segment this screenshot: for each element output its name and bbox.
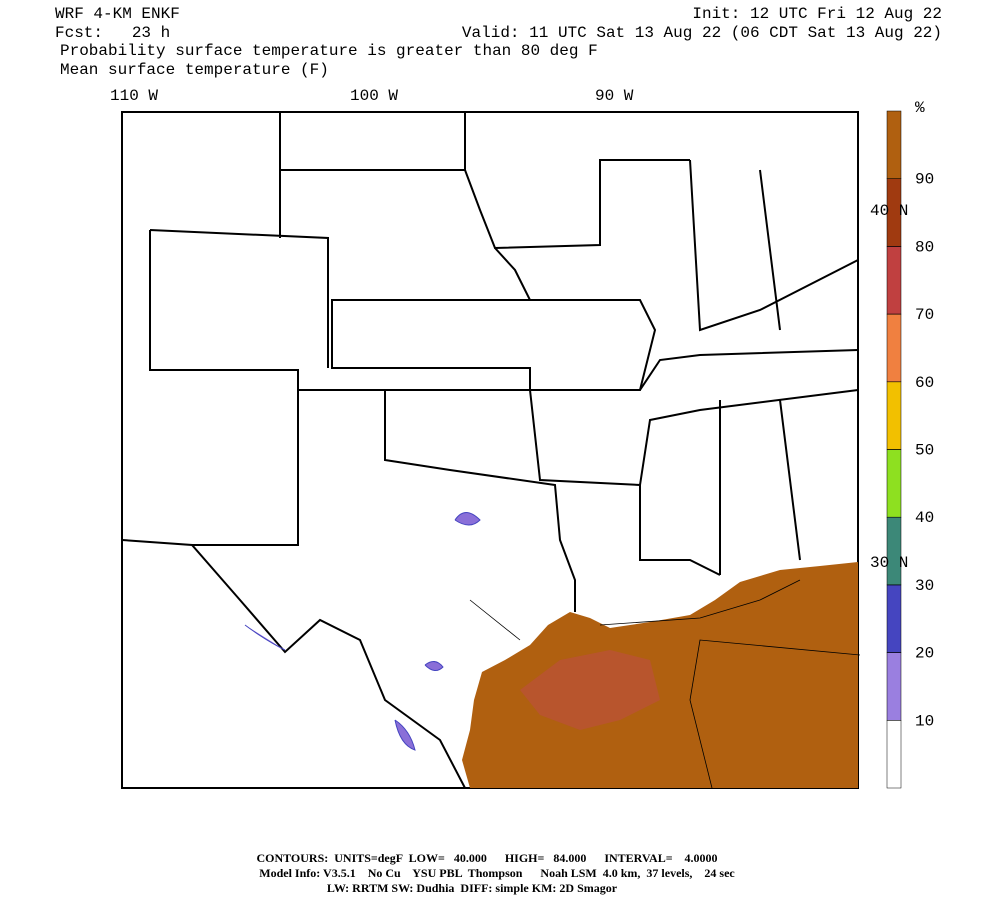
model-title: WRF 4-KM ENKF xyxy=(55,5,180,23)
footer-line: LW: RRTM SW: Dudhia DIFF: simple KM: 2D … xyxy=(327,881,618,895)
latitude-label: 30 N xyxy=(870,554,908,572)
colorbar-segment xyxy=(886,652,902,721)
field-title: Probability surface temperature is great… xyxy=(60,42,598,60)
map xyxy=(121,111,861,789)
valid-time: Valid: 11 UTC Sat 13 Aug 22 (06 CDT Sat … xyxy=(462,24,942,42)
colorbar-segment xyxy=(886,110,902,179)
colorbar-tick-label: 80 xyxy=(915,238,934,256)
colorbar-tick-label: 40 xyxy=(915,509,934,527)
colorbar-segment xyxy=(886,313,902,383)
colorbar-segment xyxy=(886,584,902,653)
colorbar-tick-label: 90 xyxy=(915,171,934,189)
state-lines xyxy=(192,247,576,612)
gulf-high-probability xyxy=(520,650,660,730)
probability-patches xyxy=(244,512,481,751)
colorbar-tick-label: 10 xyxy=(915,712,934,730)
state-lines xyxy=(149,112,690,391)
border xyxy=(121,539,466,789)
forecast-hour: Fcst: 23 h xyxy=(55,24,170,42)
colorbar-tick-label: 50 xyxy=(915,442,934,460)
gulf-probability xyxy=(462,562,858,788)
footer-line: CONTOURS: UNITS=degF LOW= 40.000 HIGH= 8… xyxy=(256,851,717,865)
colorbar-tick-label: 20 xyxy=(915,645,934,663)
longitude-label: 90 W xyxy=(595,87,634,105)
init-time: Init: 12 UTC Fri 12 Aug 22 xyxy=(692,5,942,23)
colorbar-segment xyxy=(886,246,902,315)
longitude-label: 100 W xyxy=(350,87,398,105)
colorbar-segment xyxy=(886,381,902,450)
colorbar-segment xyxy=(886,720,902,789)
colorbar-tick-label: 60 xyxy=(915,374,934,392)
colorbar: % 10 20 30 40 50 60 70 80 90 xyxy=(886,99,934,789)
colorbar-unit: % xyxy=(915,99,925,117)
colorbar-tick-label: 30 xyxy=(915,577,934,595)
latitude-label: 40 N xyxy=(870,202,908,220)
longitude-label: 110 W xyxy=(110,87,158,105)
footer-line: Model Info: V3.5.1 No Cu YSU PBL Thompso… xyxy=(259,866,735,880)
colorbar-tick-label: 70 xyxy=(915,306,934,324)
state-lines xyxy=(529,159,859,576)
field-title: Mean surface temperature (F) xyxy=(60,61,329,79)
contours xyxy=(469,579,861,789)
colorbar-segment xyxy=(886,449,902,518)
colorbar-segment xyxy=(886,516,902,586)
